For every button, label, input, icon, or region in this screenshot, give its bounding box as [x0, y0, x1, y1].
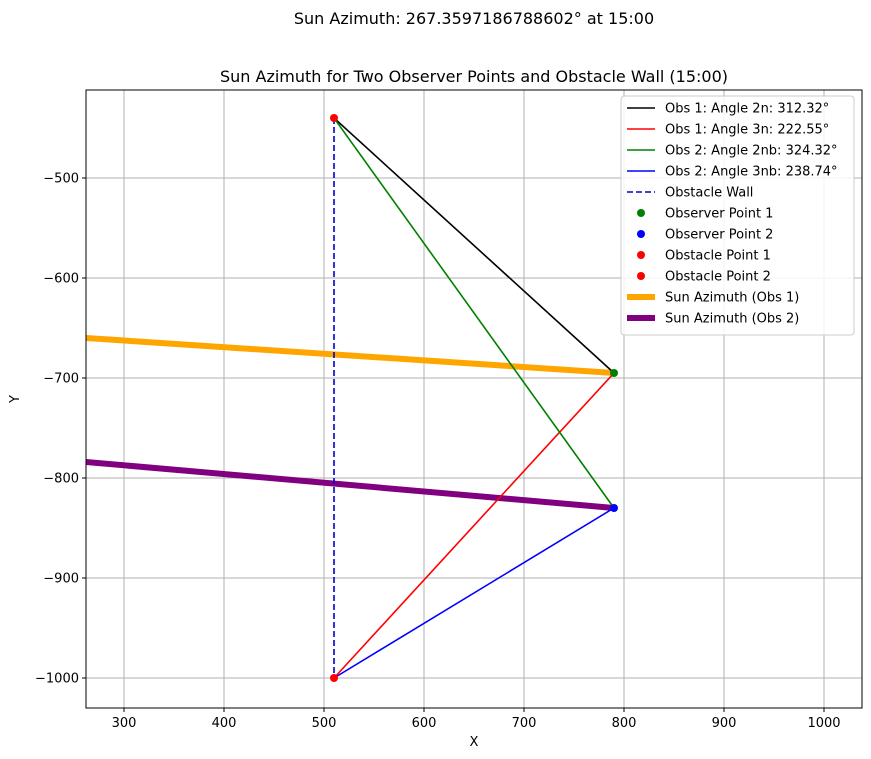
- obstacle-point-1-marker: [330, 114, 338, 122]
- legend-entry: Obstacle Point 1: [637, 249, 771, 264]
- obs-2-angle-3nb-238-74-line: [333, 507, 615, 679]
- legend-marker: [637, 272, 645, 280]
- x-tick-label: 1000: [807, 716, 840, 731]
- legend-label: Observer Point 2: [665, 228, 773, 243]
- x-tick-label: 700: [512, 716, 537, 731]
- plot-frame: [85, 89, 863, 709]
- x-tick-label: 600: [412, 716, 437, 731]
- obs-2-angle-2nb-324-32-line: [333, 117, 615, 509]
- legend-entry: Observer Point 2: [637, 228, 773, 243]
- legend-entry: Obs 2: Angle 2nb: 324.32°: [627, 144, 838, 159]
- legend-label: Sun Azimuth (Obs 2): [665, 312, 799, 327]
- legend-label: Sun Azimuth (Obs 1): [665, 291, 799, 306]
- legend-label: Observer Point 1: [665, 207, 773, 222]
- x-tick-label: 500: [312, 716, 337, 731]
- legend-label: Obstacle Point 1: [665, 249, 771, 264]
- sun-azimuth-obs-1-line: [86, 335, 615, 376]
- legend-label: Obstacle Wall: [665, 186, 753, 201]
- legend-entry: Obs 1: Angle 3n: 222.55°: [627, 123, 829, 138]
- legend-label: Obs 2: Angle 2nb: 324.32°: [665, 144, 838, 159]
- y-tick-label: −1000: [35, 672, 79, 687]
- y-tick-label: −500: [43, 172, 79, 187]
- observer-point-2-marker: [610, 504, 618, 512]
- legend-entry: Observer Point 1: [637, 207, 773, 222]
- legend-entry: Sun Azimuth (Obs 2): [627, 312, 799, 327]
- legend-label: Obs 1: Angle 2n: 312.32°: [665, 102, 829, 117]
- legend-marker: [637, 230, 645, 238]
- y-tick-label: −600: [43, 272, 79, 287]
- chart-title: Sun Azimuth for Two Observer Points and …: [220, 67, 728, 86]
- chart-suptitle: Sun Azimuth: 267.3597186788602° at 15:00: [294, 9, 654, 28]
- y-axis-label: Y: [8, 395, 23, 404]
- legend-marker: [637, 251, 645, 259]
- legend-entry: Sun Azimuth (Obs 1): [627, 291, 799, 306]
- axis-ticks: 300 400 500 600 700 800 900 1000 −500 −600 −700 −80…: [35, 172, 841, 732]
- legend-label: Obs 1: Angle 3n: 222.55°: [665, 123, 829, 138]
- obs-1-angle-2n-312-32-line: [333, 117, 615, 374]
- sun-azimuth-obs-2-line: [86, 459, 615, 511]
- legend-entry: Obstacle Point 2: [637, 270, 771, 285]
- x-tick-label: 400: [212, 716, 237, 731]
- x-tick-label: 800: [612, 716, 637, 731]
- series-layer: [86, 114, 618, 682]
- legend-label: Obstacle Point 2: [665, 270, 771, 285]
- x-axis-label: X: [470, 735, 479, 750]
- legend-marker: [637, 209, 645, 217]
- observer-point-1-marker: [610, 369, 618, 377]
- y-tick-label: −800: [43, 472, 79, 487]
- obs-1-angle-3n-222-55-line: [333, 372, 615, 679]
- legend-box: [620, 95, 855, 336]
- legend-entry: Obs 1: Angle 2n: 312.32°: [627, 102, 829, 117]
- legend-label: Obs 2: Angle 3nb: 238.74°: [665, 165, 838, 180]
- legend-entry: Obs 2: Angle 3nb: 238.74°: [627, 165, 838, 180]
- obstacle-point-2-marker: [330, 674, 338, 682]
- legend-entry: Obstacle Wall: [627, 186, 753, 201]
- x-tick-label: 300: [112, 716, 137, 731]
- y-tick-label: −700: [43, 372, 79, 387]
- x-tick-label: 900: [712, 716, 737, 731]
- legend: Obs 1: Angle 2n: 312.32° Obs 1: Angle 3n:…: [620, 95, 855, 336]
- y-tick-label: −900: [43, 572, 79, 587]
